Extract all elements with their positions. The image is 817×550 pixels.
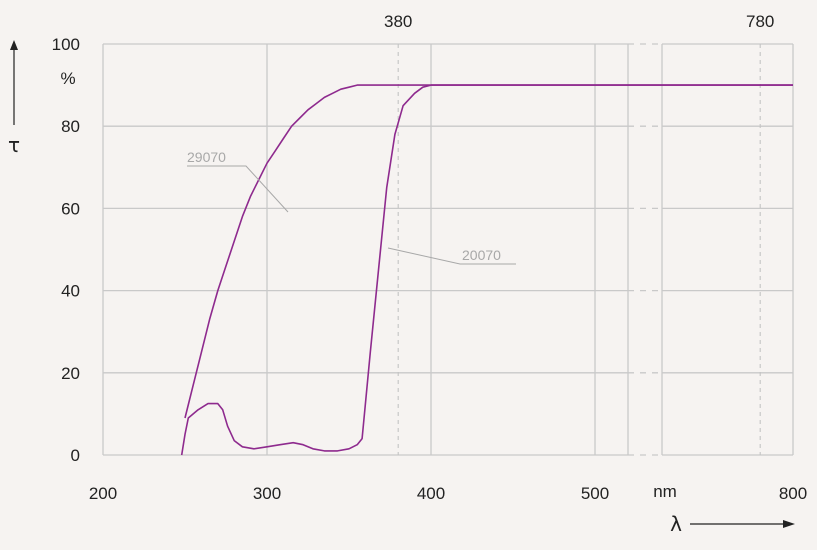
tick-labels: 200 300 400 500 800 0 20 40 60 80 100 380 780 — [52, 12, 808, 503]
top-marker-label-780: 780 — [746, 12, 774, 31]
x-tick-400: 400 — [417, 484, 445, 503]
x-axis-arrow-head — [783, 520, 795, 528]
top-marker-label-380: 380 — [384, 12, 412, 31]
y-axis-unit: % — [60, 69, 75, 88]
x-axis-label: λ — [670, 512, 682, 536]
curve-label-29070: 29070 — [187, 149, 226, 165]
y-axis-arrow-head — [10, 40, 18, 50]
y-axis-label: τ — [8, 133, 20, 157]
x-tick-200: 200 — [89, 484, 117, 503]
y-tick-20: 20 — [61, 364, 80, 383]
x-tick-500: 500 — [581, 484, 609, 503]
x-axis-unit: nm — [653, 482, 677, 501]
x-tick-800: 800 — [779, 484, 807, 503]
y-tick-100: 100 — [52, 35, 80, 54]
y-tick-60: 60 — [61, 199, 80, 218]
y-tick-0: 0 — [71, 446, 80, 465]
x-tick-300: 300 — [253, 484, 281, 503]
series-line-20070 — [180, 84, 793, 456]
leader-29070 — [187, 165, 289, 213]
y-tick-80: 80 — [61, 117, 80, 136]
leader-20070 — [387, 247, 516, 265]
series-line-29070 — [184, 84, 793, 419]
series-lines — [180, 84, 793, 456]
curve-label-leaders — [187, 165, 516, 265]
grid — [102, 43, 794, 456]
y-tick-40: 40 — [61, 282, 80, 301]
curve-label-20070: 20070 — [462, 247, 501, 263]
